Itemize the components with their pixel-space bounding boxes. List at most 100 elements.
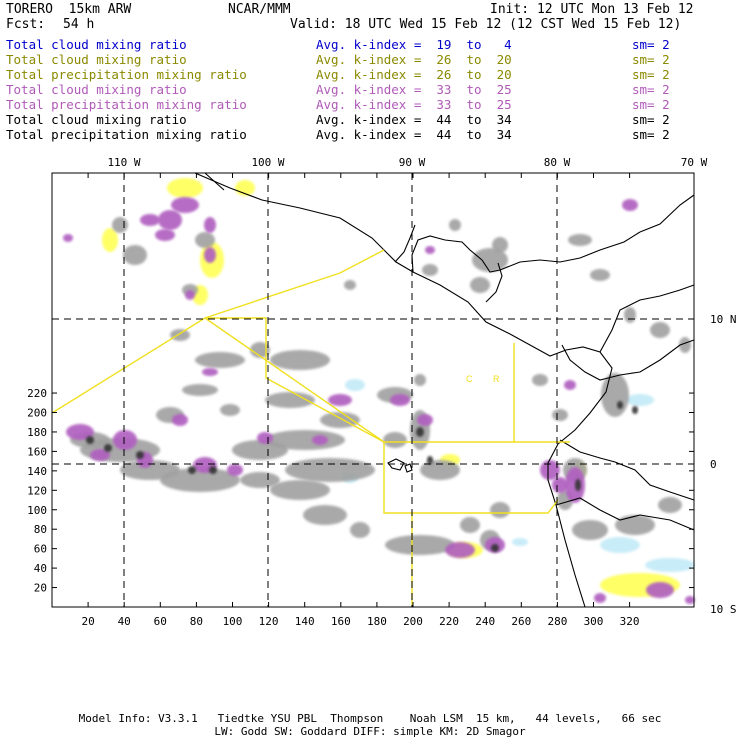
cloud-cell <box>140 214 160 226</box>
y-tick-label: 100 <box>27 504 47 517</box>
cloud-cell <box>104 444 112 452</box>
model-info-line1: Model Info: V3.3.1 Tiedtke YSU PBL Thomp… <box>78 712 662 725</box>
cloud-cell <box>185 290 195 300</box>
coastline <box>194 172 613 608</box>
cloud-cell <box>385 535 455 555</box>
y-tick-label: 180 <box>27 426 47 439</box>
cloud-cell <box>250 342 270 358</box>
cloud-cell <box>195 352 245 368</box>
cloud-cell <box>123 245 147 265</box>
valid-time: Valid: 18 UTC Wed 15 Feb 12 (12 CST Wed … <box>290 17 682 32</box>
cloud-cell <box>112 217 128 233</box>
cloud-cell <box>86 436 94 444</box>
cloud-cell <box>422 264 438 276</box>
longitude-label: 80 W <box>544 156 571 169</box>
legend-sm: sm= 2 <box>632 67 670 82</box>
cloud-cell <box>195 232 215 248</box>
x-tick-label: 320 <box>620 615 640 628</box>
coastline <box>204 172 225 191</box>
cloud-cell <box>102 228 118 252</box>
x-tick-label: 60 <box>154 615 167 628</box>
cloud-cell <box>209 466 217 474</box>
annotation-c: C <box>466 374 473 384</box>
cloud-cell <box>594 593 606 603</box>
latitude-label: 10 N <box>710 313 737 326</box>
cloud-cell <box>265 392 315 408</box>
cloud-cell <box>202 368 218 376</box>
cloud-cell <box>512 538 528 546</box>
cloud-cell <box>601 373 629 417</box>
legend-index: Avg. k-index = 33 to 25 <box>316 82 512 97</box>
cloud-cell <box>624 307 636 323</box>
y-tick-label: 140 <box>27 465 47 478</box>
cloud-cell <box>158 210 182 230</box>
cloud-cell <box>532 374 548 386</box>
cloud-cell <box>492 237 508 253</box>
cloud-cell <box>617 401 623 409</box>
cloud-cell <box>615 515 655 535</box>
legend-field: Total cloud mixing ratio <box>6 52 187 67</box>
cloud-cell <box>170 329 190 341</box>
cloud-cell <box>685 596 695 604</box>
legend-sm: sm= 2 <box>632 37 670 52</box>
cloud-cell <box>632 406 638 414</box>
domain-outline <box>51 317 559 514</box>
legend-index: Avg. k-index = 44 to 34 <box>316 112 512 127</box>
domain-outline <box>204 249 385 319</box>
cloud-cell <box>265 430 345 450</box>
cloud-cell <box>491 544 499 552</box>
model-info-line2: LW: Godd SW: Goddard DIFF: simple KM: 2D… <box>214 725 526 738</box>
cloud-cell <box>328 394 352 406</box>
legend-sm: sm= 2 <box>632 52 670 67</box>
init-time: Init: 12 UTC Mon 13 Feb 12 <box>490 2 694 17</box>
y-tick-label: 160 <box>27 445 47 458</box>
legend-index: Avg. k-index = 44 to 34 <box>316 127 512 142</box>
cloud-cell <box>312 435 328 445</box>
longitude-label: 100 W <box>251 156 284 169</box>
cloud-cell <box>645 558 695 572</box>
legend-index: Avg. k-index = 26 to 20 <box>316 67 512 82</box>
cloud-cell <box>232 440 288 460</box>
legend-sm: sm= 2 <box>632 112 670 127</box>
cloud-cell <box>227 464 243 476</box>
legend-field: Total precipitation mixing ratio <box>6 127 247 142</box>
cloud-cell <box>600 537 640 553</box>
x-tick-label: 160 <box>331 615 351 628</box>
y-tick-label: 120 <box>27 484 47 497</box>
cloud-cell <box>650 322 670 338</box>
cloud-cell <box>568 234 592 246</box>
coastline <box>639 194 695 233</box>
x-tick-label: 180 <box>367 615 387 628</box>
cloud-cell <box>590 269 610 281</box>
cloud-cell <box>490 502 510 518</box>
x-tick-label: 100 <box>223 615 243 628</box>
cloud-cell <box>136 451 144 459</box>
cloud-cell <box>564 380 576 390</box>
domain-outline <box>205 317 385 443</box>
cloud-cell <box>552 477 568 493</box>
map-frame <box>51 172 695 608</box>
cloud-cell <box>167 178 203 198</box>
x-tick-label: 120 <box>259 615 279 628</box>
legend-sm: sm= 2 <box>632 127 670 142</box>
cloud-cell <box>575 479 581 491</box>
x-tick-label: 200 <box>403 615 423 628</box>
cloud-cell <box>172 414 188 426</box>
coastline <box>411 231 641 273</box>
y-tick-label: 80 <box>34 523 47 536</box>
forecast-hour: 54 h <box>63 17 95 32</box>
cloud-cell <box>182 384 218 396</box>
cloud-cell <box>540 460 560 480</box>
cloud-cell <box>414 374 426 386</box>
cloud-cell <box>390 394 410 406</box>
x-tick-label: 240 <box>475 615 495 628</box>
cloud-cell <box>345 379 365 391</box>
y-tick-label: 20 <box>34 582 47 595</box>
cloud-cell <box>66 424 94 440</box>
cloud-cell <box>383 432 407 448</box>
cloud-cell <box>285 458 375 482</box>
cloud-cell <box>204 247 216 263</box>
cloud-cell <box>679 337 691 353</box>
coastline <box>599 284 695 353</box>
cloud-cell <box>646 582 674 598</box>
